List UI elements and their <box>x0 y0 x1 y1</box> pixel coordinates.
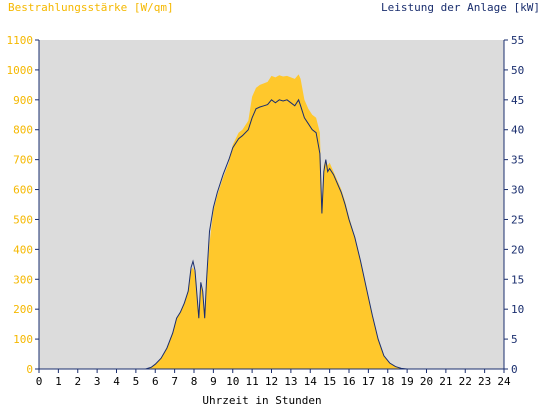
tick-label-right: 0 <box>511 363 518 376</box>
tick-label-x: 18 <box>381 375 394 388</box>
tick-label-right: 40 <box>511 124 524 137</box>
tick-label-right: 15 <box>511 273 524 286</box>
tick-label-left: 800 <box>13 124 33 137</box>
ticks-left: 0 100 200 300 400 500 600 700 800 900 1000 1100 <box>7 34 39 376</box>
tick-label-left: 100 <box>13 333 33 346</box>
tick-label-right: 20 <box>511 243 524 256</box>
tick-label-x: 14 <box>304 375 318 388</box>
tick-label-right: 25 <box>511 213 524 226</box>
ticks-right: 0 5 10 15 20 25 30 35 40 45 50 55 <box>504 34 524 376</box>
tick-label-left: 500 <box>13 213 33 226</box>
tick-label-right: 35 <box>511 154 524 167</box>
chart-title-right: Leistung der Anlage [kW] <box>381 1 540 14</box>
tick-label-x: 5 <box>133 375 140 388</box>
tick-label-x: 6 <box>152 375 159 388</box>
tick-label-x: 16 <box>342 375 355 388</box>
tick-label-x: 7 <box>171 375 178 388</box>
tick-label-x: 15 <box>323 375 336 388</box>
tick-label-x: 8 <box>191 375 198 388</box>
tick-label-x: 0 <box>36 375 43 388</box>
tick-label-left: 400 <box>13 243 33 256</box>
tick-label-left: 1000 <box>7 64 34 77</box>
tick-label-x: 23 <box>478 375 491 388</box>
chart-title-left: Bestrahlungsstärke [W/qm] <box>8 1 174 14</box>
tick-label-x: 17 <box>362 375 375 388</box>
tick-label-right: 10 <box>511 303 524 316</box>
x-axis-label: Uhrzeit in Stunden <box>202 394 321 407</box>
ticks-x: 0 1 2 3 4 5 6 7 8 9 10 11 12 13 14 15 16 17 18 19 20 21 22 23 24 <box>36 369 511 388</box>
tick-label-left: 300 <box>13 273 33 286</box>
tick-label-x: 3 <box>94 375 101 388</box>
tick-label-x: 21 <box>439 375 452 388</box>
series-irradiance-area <box>39 74 504 370</box>
series-layer <box>39 74 504 370</box>
tick-label-x: 2 <box>74 375 81 388</box>
tick-label-right: 30 <box>511 184 524 197</box>
tick-label-right: 50 <box>511 64 524 77</box>
tick-label-x: 19 <box>401 375 414 388</box>
tick-label-x: 12 <box>265 375 278 388</box>
tick-label-right: 5 <box>511 333 518 346</box>
tick-label-x: 1 <box>55 375 62 388</box>
tick-label-left: 1100 <box>7 34 34 47</box>
tick-label-x: 11 <box>246 375 259 388</box>
series-power-line <box>39 98 504 370</box>
tick-label-left: 700 <box>13 154 33 167</box>
tick-label-left: 0 <box>26 363 33 376</box>
tick-label-x: 22 <box>459 375 472 388</box>
tick-label-left: 600 <box>13 184 33 197</box>
tick-label-x: 9 <box>210 375 217 388</box>
tick-label-left: 900 <box>13 94 33 107</box>
tick-label-x: 13 <box>284 375 297 388</box>
tick-label-x: 4 <box>113 375 120 388</box>
tick-label-x: 10 <box>226 375 239 388</box>
tick-label-x: 24 <box>497 375 511 388</box>
tick-label-right: 45 <box>511 94 524 107</box>
tick-label-right: 55 <box>511 34 524 47</box>
tick-label-left: 200 <box>13 303 33 316</box>
tick-label-x: 20 <box>420 375 433 388</box>
